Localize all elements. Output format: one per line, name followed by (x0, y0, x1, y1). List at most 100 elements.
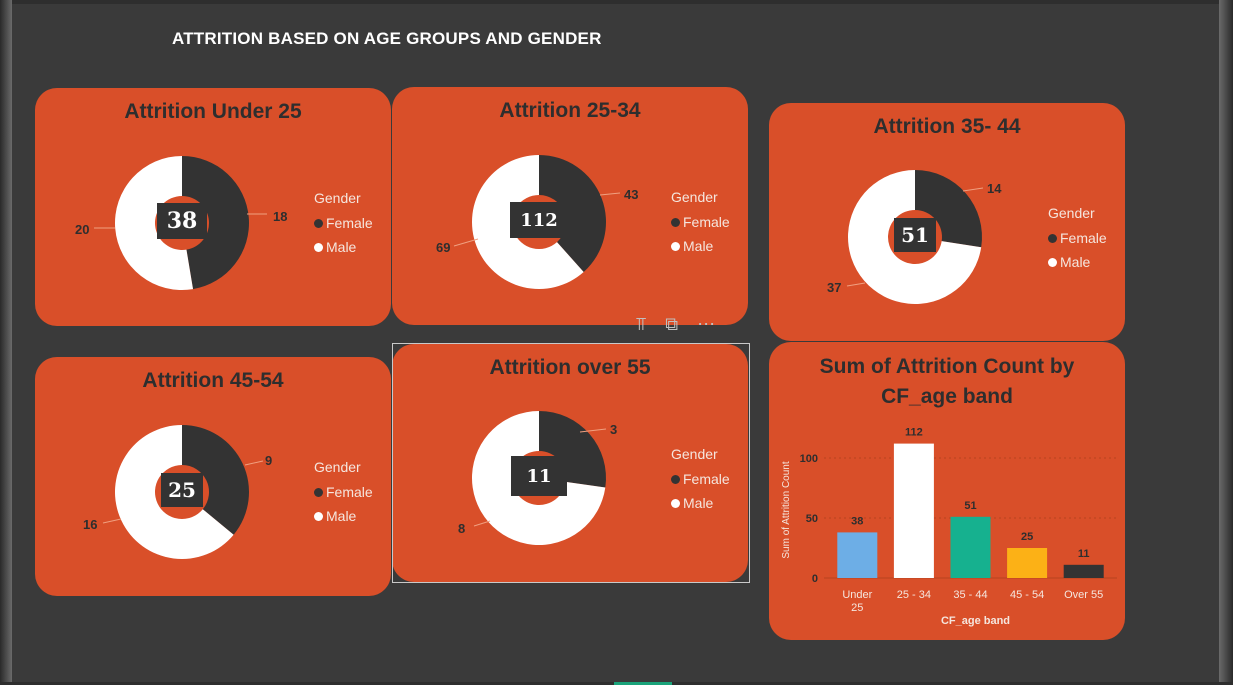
data-label-male: 8 (458, 521, 466, 536)
legend: Gender Female Male (671, 446, 730, 515)
donut-card-under-25[interactable]: Attrition Under 25 38 18 20 Gender Female Male (35, 88, 391, 326)
legend-title: Gender (671, 189, 718, 205)
legend-item-female[interactable]: Female (671, 210, 730, 234)
data-label-male: 69 (436, 240, 451, 255)
legend-label-female: Female (1060, 230, 1107, 246)
legend: Gender Female Male (314, 459, 373, 528)
chart-title: Attrition Under 25 (124, 100, 302, 123)
leader-line-male (102, 518, 122, 524)
data-label: 11 (1078, 548, 1090, 560)
x-tick-label: 25 (851, 602, 863, 614)
donut-slice-male[interactable] (848, 170, 982, 304)
donut-slice-female[interactable] (539, 411, 606, 488)
bar-35-44[interactable] (950, 516, 991, 578)
donut-slice-male[interactable] (472, 411, 606, 545)
legend-label-female: Female (326, 215, 373, 231)
total-value: 112 (510, 202, 568, 238)
data-label-male: 37 (827, 280, 842, 295)
x-tick-label: Over 55 (1064, 589, 1103, 601)
filter-icon[interactable]: ⫪ (636, 314, 647, 334)
donut-slice-male[interactable] (115, 425, 234, 559)
legend-dot-female (314, 218, 323, 228)
y-tick-label: 50 (806, 513, 818, 525)
donut-slice-female[interactable] (915, 170, 982, 248)
legend-item-male[interactable]: Male (671, 491, 730, 515)
data-label: 112 (905, 427, 923, 439)
active-page-tab[interactable] (614, 682, 672, 685)
legend-item-male[interactable]: Male (1048, 250, 1107, 274)
leader-line-male (453, 238, 479, 247)
chart-title: Attrition 25-34 (499, 99, 641, 122)
chart-title: Sum of Attrition Count by CF_age band (819, 355, 1075, 408)
leader-line-female (599, 192, 621, 196)
donut-slice-female[interactable] (182, 156, 250, 290)
legend-item-male[interactable]: Male (671, 234, 730, 258)
donut-slice-male[interactable] (471, 155, 584, 289)
x-tick-label: Under (842, 589, 872, 601)
legend-label-male: Male (326, 508, 357, 524)
legend-item-male[interactable]: Male (314, 235, 373, 259)
data-label-female: 3 (610, 422, 618, 437)
donut-chart (94, 156, 267, 290)
focus-mode-icon[interactable]: ⧉ (665, 314, 679, 334)
legend-label-male: Male (683, 238, 714, 254)
donut-slice-male[interactable] (115, 156, 194, 290)
legend-title: Gender (314, 459, 361, 475)
data-label-female: 14 (987, 181, 1002, 196)
data-label-male: 16 (83, 517, 98, 532)
legend-item-female[interactable]: Female (671, 467, 730, 491)
total-value: 38 (157, 203, 207, 239)
data-label-female: 9 (265, 453, 273, 468)
leader-line-male (473, 520, 491, 527)
donut-chart (102, 425, 264, 559)
donut-chart (846, 170, 984, 304)
legend-dot-female (1048, 233, 1057, 243)
donut-slice-female[interactable] (182, 425, 250, 535)
legend: Gender Female Male (314, 190, 373, 259)
leader-line-female (244, 460, 264, 466)
total-value: 11 (511, 456, 567, 496)
legend-label-female: Female (683, 214, 730, 230)
legend-item-female[interactable]: Female (314, 480, 373, 504)
x-tick-label: 45 - 54 (1010, 589, 1044, 601)
legend-item-female[interactable]: Female (1048, 226, 1107, 250)
donut-card-25-34[interactable]: Attrition 25-34 112 43 69 Gender Female Male (392, 87, 748, 325)
visual-toolbar: ⫪ ⧉ ⋯ (636, 314, 729, 335)
donut-card-45-54[interactable]: Attrition 45-54 25 9 16 Gender Female Male (35, 357, 391, 596)
legend-label-male: Male (683, 495, 714, 511)
legend-dot-female (314, 487, 323, 497)
x-tick-label: 35 - 44 (953, 589, 987, 601)
y-tick-label: 0 (812, 573, 818, 585)
more-options-icon[interactable]: ⋯ (697, 314, 716, 334)
legend-item-male[interactable]: Male (314, 504, 373, 528)
legend-dot-male (671, 498, 680, 508)
legend-label-male: Male (1060, 254, 1091, 270)
leader-line-female (962, 187, 984, 192)
data-label-female: 43 (624, 187, 639, 202)
legend-label-male: Male (326, 239, 357, 255)
legend-item-female[interactable]: Female (314, 211, 373, 235)
legend-title: Gender (671, 446, 718, 462)
right-frame (1219, 0, 1233, 685)
data-label: 38 (851, 515, 863, 527)
legend: Gender Female Male (1048, 205, 1107, 274)
y-axis-label: Sum of Attrition Count (781, 461, 792, 558)
donut-card-35-44[interactable]: Attrition 35- 44 51 14 37 Gender Female Male (769, 103, 1125, 341)
legend-dot-male (314, 511, 323, 521)
donut-chart (472, 411, 607, 545)
bar-over55[interactable] (1063, 564, 1104, 578)
donut-chart (453, 155, 621, 289)
donut-card-over-55[interactable]: Attrition over 55 11 3 8 Gender Female Male (392, 344, 748, 582)
legend-label-female: Female (683, 471, 730, 487)
total-value: 51 (894, 218, 936, 252)
bar-under25[interactable] (837, 532, 878, 578)
bar-chart-card[interactable]: Sum of Attrition Count by CF_age band 0 50… (769, 342, 1125, 640)
donut-slice-female[interactable] (539, 155, 606, 272)
chart-title: Attrition over 55 (489, 356, 651, 379)
bar-45-54[interactable] (1007, 548, 1048, 578)
legend-dot-female (671, 217, 680, 227)
data-label-female: 18 (273, 209, 288, 224)
legend: Gender Female Male (671, 189, 730, 258)
bar-25-34[interactable] (893, 443, 934, 578)
